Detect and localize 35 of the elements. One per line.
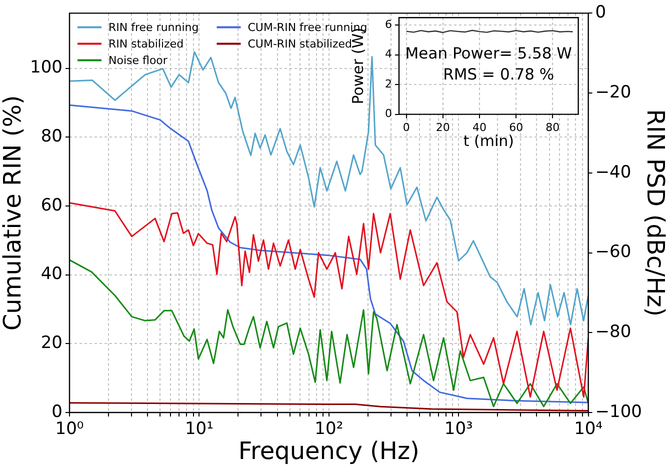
y-tick-label: 6	[385, 18, 392, 31]
legend-label: Noise floor	[108, 54, 168, 68]
y-tick-label: 0	[385, 107, 392, 120]
y2-tick-label: −100	[595, 402, 642, 422]
x-tick-label: 10³	[444, 419, 473, 440]
y-tick-label: 20	[40, 333, 62, 354]
legend-label: RIN free running	[108, 21, 199, 34]
y2-tick-label: −60	[595, 242, 632, 262]
legend-label: CUM-RIN stabilized	[248, 38, 352, 51]
legend-label: RIN stabilized	[108, 38, 184, 51]
x-tick-label: 10¹	[184, 419, 214, 440]
y2-tick-label: −40	[595, 162, 632, 182]
y-tick-label: 2	[385, 77, 392, 90]
annotation: Mean Power= 5.58 W	[405, 44, 572, 62]
x-tick-label: 20	[436, 120, 450, 134]
y2-axis-title: RIN PSD (dBc/Hz)	[641, 109, 668, 317]
x-tick-label: 10⁰	[55, 419, 84, 440]
x-axis-title: t (min)	[463, 132, 514, 150]
x-axis-title: Frequency (Hz)	[238, 436, 420, 465]
x-tick-label: 40	[472, 120, 486, 134]
x-tick-label: 10²	[314, 419, 344, 440]
y2-tick-label: −80	[595, 322, 632, 342]
x-tick-label: 10⁴	[574, 419, 603, 440]
y-tick-label: 4	[385, 48, 392, 61]
y2-tick-label: −20	[595, 82, 632, 102]
y-tick-label: 0	[52, 402, 62, 422]
y-axis-title: Cumulative RIN (%)	[0, 95, 27, 331]
y2-tick-label: 0	[595, 2, 606, 23]
x-tick-label: 80	[546, 120, 560, 134]
x-tick-label: 60	[509, 120, 524, 134]
annotation: RMS = 0.78 %	[443, 66, 554, 84]
x-tick-label: 0	[402, 120, 410, 134]
y-tick-label: 60	[40, 195, 62, 216]
y-tick-label: 100	[30, 58, 62, 78]
y-tick-label: 40	[40, 264, 62, 284]
